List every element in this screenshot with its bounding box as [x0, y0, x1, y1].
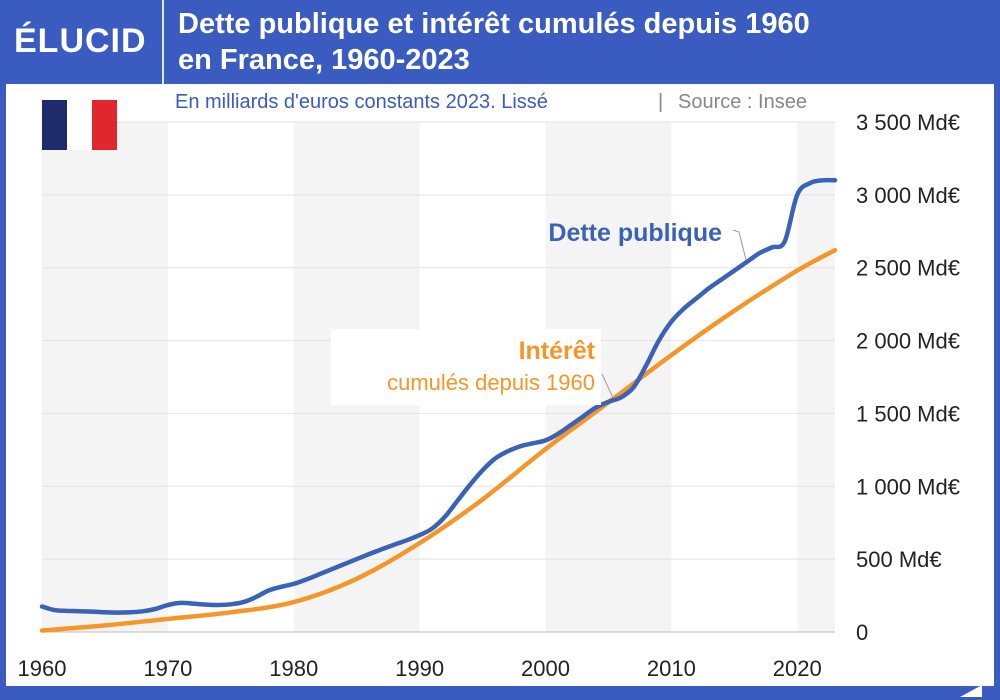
x-tick-label: 1990 [395, 656, 444, 681]
x-tick-label: 1970 [143, 656, 192, 681]
interest-annotation-leader [601, 373, 613, 397]
x-tick-label: 2020 [773, 656, 822, 681]
y-tick-label: 3 000 Md€ [856, 183, 960, 208]
decade-band [797, 122, 835, 632]
y-axis-labels: 0 500 Md€ 1 000 Md€ 1 500 Md€ 2 000 Md€ 2 500… [856, 110, 960, 645]
interest-series-line [39, 247, 838, 633]
chart-subtitle: En milliards d'euros constants 2023. Lis… [175, 91, 548, 113]
flag-red-stripe [92, 100, 117, 150]
x-tick-label: 2010 [647, 656, 696, 681]
chart-source: Source : Insee [678, 91, 807, 113]
y-tick-label: 2 500 Md€ [856, 256, 960, 281]
interest-annotation-bg [331, 329, 601, 405]
x-tick-label: 2000 [521, 656, 570, 681]
y-tick-label: 3 500 Md€ [856, 110, 960, 135]
y-tick-label: 1 000 Md€ [856, 474, 960, 499]
flag-white-stripe [67, 100, 92, 150]
chart-panel: En milliards d'euros constants 2023. Lis… [6, 84, 994, 686]
y-tick-label: 2 000 Md€ [856, 329, 960, 354]
interest-annotation-title: Intérêt [519, 337, 596, 365]
france-flag-icon [42, 100, 117, 150]
flag-blue-stripe [42, 100, 67, 150]
interest-annotation-subtitle: cumulés depuis 1960 [387, 370, 595, 395]
decade-band [42, 122, 168, 632]
series-annotations: Dette publique Intérêt cumulés depuis 1960 [331, 219, 747, 405]
x-tick-label: 1960 [18, 656, 67, 681]
header-bar: ÉLUCID Dette publique et intérêt cumulés… [0, 0, 1000, 84]
debt-annotation-label: Dette publique [548, 219, 722, 247]
series-lines [39, 177, 838, 633]
debt-series-line [39, 177, 838, 615]
debt-annotation-leader [732, 229, 747, 261]
x-axis-labels: 1960 1970 1980 1990 2000 2010 2020 [18, 656, 822, 681]
subtitle-separator: | [658, 91, 663, 113]
elucid-mark-icon [960, 685, 982, 697]
title-line-1: Dette publique et intérêt cumulés depuis… [178, 8, 810, 40]
x-tick-label: 1980 [269, 656, 318, 681]
y-tick-label: 1 500 Md€ [856, 401, 960, 426]
chart-title: Dette publique et intérêt cumulés depuis… [178, 6, 978, 78]
elucid-logo: ÉLUCID [14, 22, 147, 60]
title-line-2: en France, 1960-2023 [178, 44, 470, 76]
footer-url: www.elucid.media [869, 673, 950, 684]
y-tick-label: 500 Md€ [856, 547, 942, 572]
line-chart: En milliards d'euros constants 2023. Lis… [18, 91, 960, 681]
header-divider [162, 0, 164, 84]
y-tick-label: 0 [856, 620, 868, 645]
